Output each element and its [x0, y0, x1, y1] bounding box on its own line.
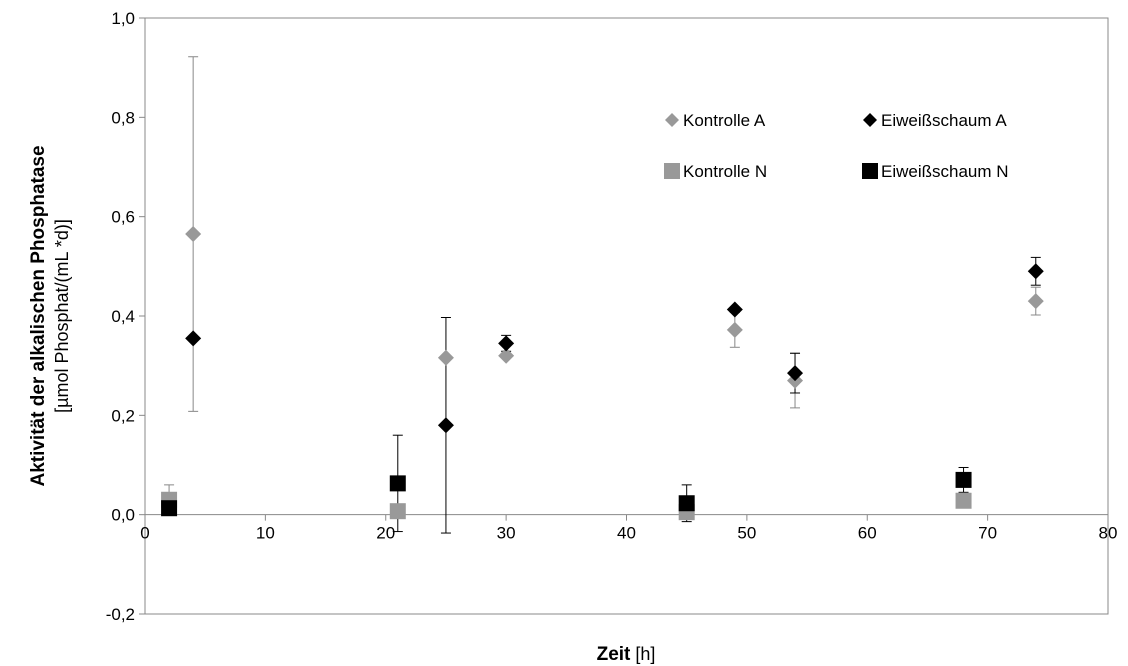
point-kontrolle-n — [389, 503, 406, 520]
point-eiwei-schaum-a — [185, 330, 202, 347]
y-axis-title: Aktivität der alkalischen Phosphatase — [28, 145, 49, 486]
y-tick-label: 0,2 — [111, 406, 135, 425]
point-eiwei-schaum-a — [1027, 263, 1044, 280]
point-eiwei-schaum-a — [787, 365, 804, 382]
point-kontrolle-n — [955, 492, 972, 509]
point-kontrolle-a — [498, 347, 515, 364]
y-axis-unit: [µmol Phosphat/(mL *d)] — [52, 219, 72, 413]
data-points — [161, 226, 1044, 521]
point-eiwei-schaum-n — [161, 500, 178, 517]
point-kontrolle-a — [726, 321, 743, 338]
point-eiwei-schaum-a — [498, 335, 515, 352]
y-tick-label: 1,0 — [111, 9, 135, 28]
y-tick-label: 0,4 — [111, 307, 135, 326]
x-tick-label: 60 — [858, 524, 877, 543]
legend-label-eiwei-schaum-n: Eiweißschaum N — [881, 162, 1009, 181]
point-eiwei-schaum-n — [678, 495, 695, 512]
legend-label-kontrolle-a: Kontrolle A — [683, 111, 766, 130]
point-eiwei-schaum-a — [726, 301, 743, 318]
y-tick-label: -0,2 — [106, 605, 135, 624]
point-kontrolle-a — [437, 349, 454, 366]
x-tick-label: 0 — [140, 524, 149, 543]
point-eiwei-schaum-n — [389, 475, 406, 492]
legend-marker-kontrolle-a — [665, 113, 679, 127]
y-tick-label: 0,6 — [111, 208, 135, 227]
y-tick-label: 0,0 — [111, 506, 135, 525]
x-axis-unit: [h] — [635, 644, 655, 664]
point-eiwei-schaum-n — [955, 471, 972, 488]
x-axis-title: Zeit [h] — [597, 644, 656, 665]
x-tick-label: 20 — [376, 524, 395, 543]
y-axis: -0,2 0,0 0,2 0,4 0,6 0,8 1,0 — [106, 9, 145, 624]
legend: Kontrolle A Eiweißschaum A Kontrolle N Eiwe… — [664, 111, 1009, 181]
x-tick-label: 70 — [978, 524, 997, 543]
legend-label-kontrolle-n: Kontrolle N — [683, 162, 767, 181]
y-tick-label: 0,8 — [111, 108, 135, 127]
legend-label-eiwei-schaum-a: Eiweißschaum A — [881, 111, 1007, 130]
point-kontrolle-a — [185, 226, 202, 243]
x-axis-title-main: Zeit — [597, 644, 631, 665]
x-tick-label: 30 — [497, 524, 516, 543]
legend-marker-eiwei-schaum-n — [862, 163, 878, 179]
point-eiwei-schaum-a — [437, 417, 454, 434]
x-tick-label: 50 — [737, 524, 756, 543]
x-axis: 0 10 20 30 40 50 60 70 80 — [140, 514, 1118, 543]
legend-marker-kontrolle-n — [664, 163, 680, 179]
x-tick-label: 40 — [617, 524, 636, 543]
point-kontrolle-a — [1027, 293, 1044, 310]
x-tick-label: 80 — [1099, 524, 1118, 543]
x-tick-label: 10 — [256, 524, 275, 543]
legend-marker-eiwei-schaum-a — [863, 113, 877, 127]
